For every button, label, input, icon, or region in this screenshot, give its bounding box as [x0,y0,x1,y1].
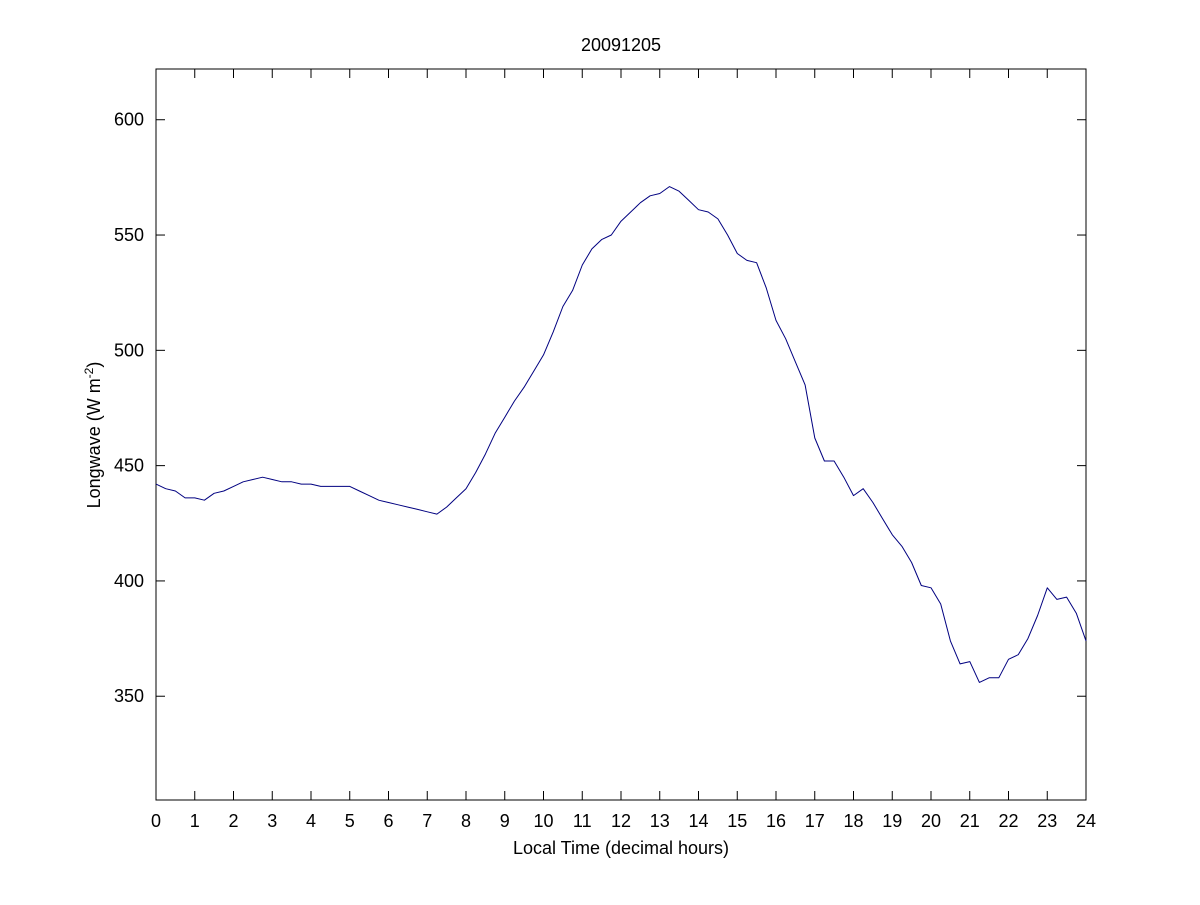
x-tick-label: 3 [267,811,277,831]
x-tick-label: 0 [151,811,161,831]
y-tick-label: 400 [114,571,144,591]
x-tick-label: 23 [1037,811,1057,831]
y-tick-label: 450 [114,456,144,476]
x-tick-label: 18 [843,811,863,831]
y-tick-label: 550 [114,225,144,245]
x-tick-label: 6 [383,811,393,831]
x-tick-label: 22 [998,811,1018,831]
y-tick-label: 350 [114,686,144,706]
y-axis-label-superscript: -2 [82,367,96,378]
y-axis-label-close: ) [84,362,104,368]
series-layer [155,186,1087,683]
y-axis-label: Longwave (W m-2) [82,362,104,509]
x-tick-label: 16 [766,811,786,831]
x-axis-label: Local Time (decimal hours) [513,838,729,858]
axis-ticks [155,69,1087,800]
x-tick-label: 14 [688,811,708,831]
axis-tick-labels: 0 1 2 3 4 5 6 7 8 9 10 11 12 13 14 15 16 17 18 19 20 21 22 23 24… [114,110,1096,831]
plot-area [155,68,1087,801]
x-tick-label: 10 [533,811,553,831]
x-tick-label: 7 [422,811,432,831]
x-tick-label: 8 [461,811,471,831]
x-tick-label: 19 [882,811,902,831]
x-tick-label: 4 [306,811,316,831]
x-tick-label: 5 [345,811,355,831]
y-axis-label-main: Longwave (W m [84,378,104,508]
x-tick-label: 20 [921,811,941,831]
x-tick-label: 17 [805,811,825,831]
x-tick-label: 1 [190,811,200,831]
x-tick-label: 2 [228,811,238,831]
series-line-longwave [155,186,1087,683]
chart-title: 20091205 [581,35,661,55]
x-tick-label: 9 [500,811,510,831]
y-tick-label: 600 [114,110,144,130]
x-tick-label: 11 [573,811,592,831]
x-tick-label: 15 [727,811,747,831]
y-tick-label: 500 [114,340,144,360]
x-tick-label: 12 [611,811,631,831]
x-tick-label: 24 [1076,811,1096,831]
x-tick-label: 21 [960,811,980,831]
x-tick-label: 13 [650,811,670,831]
